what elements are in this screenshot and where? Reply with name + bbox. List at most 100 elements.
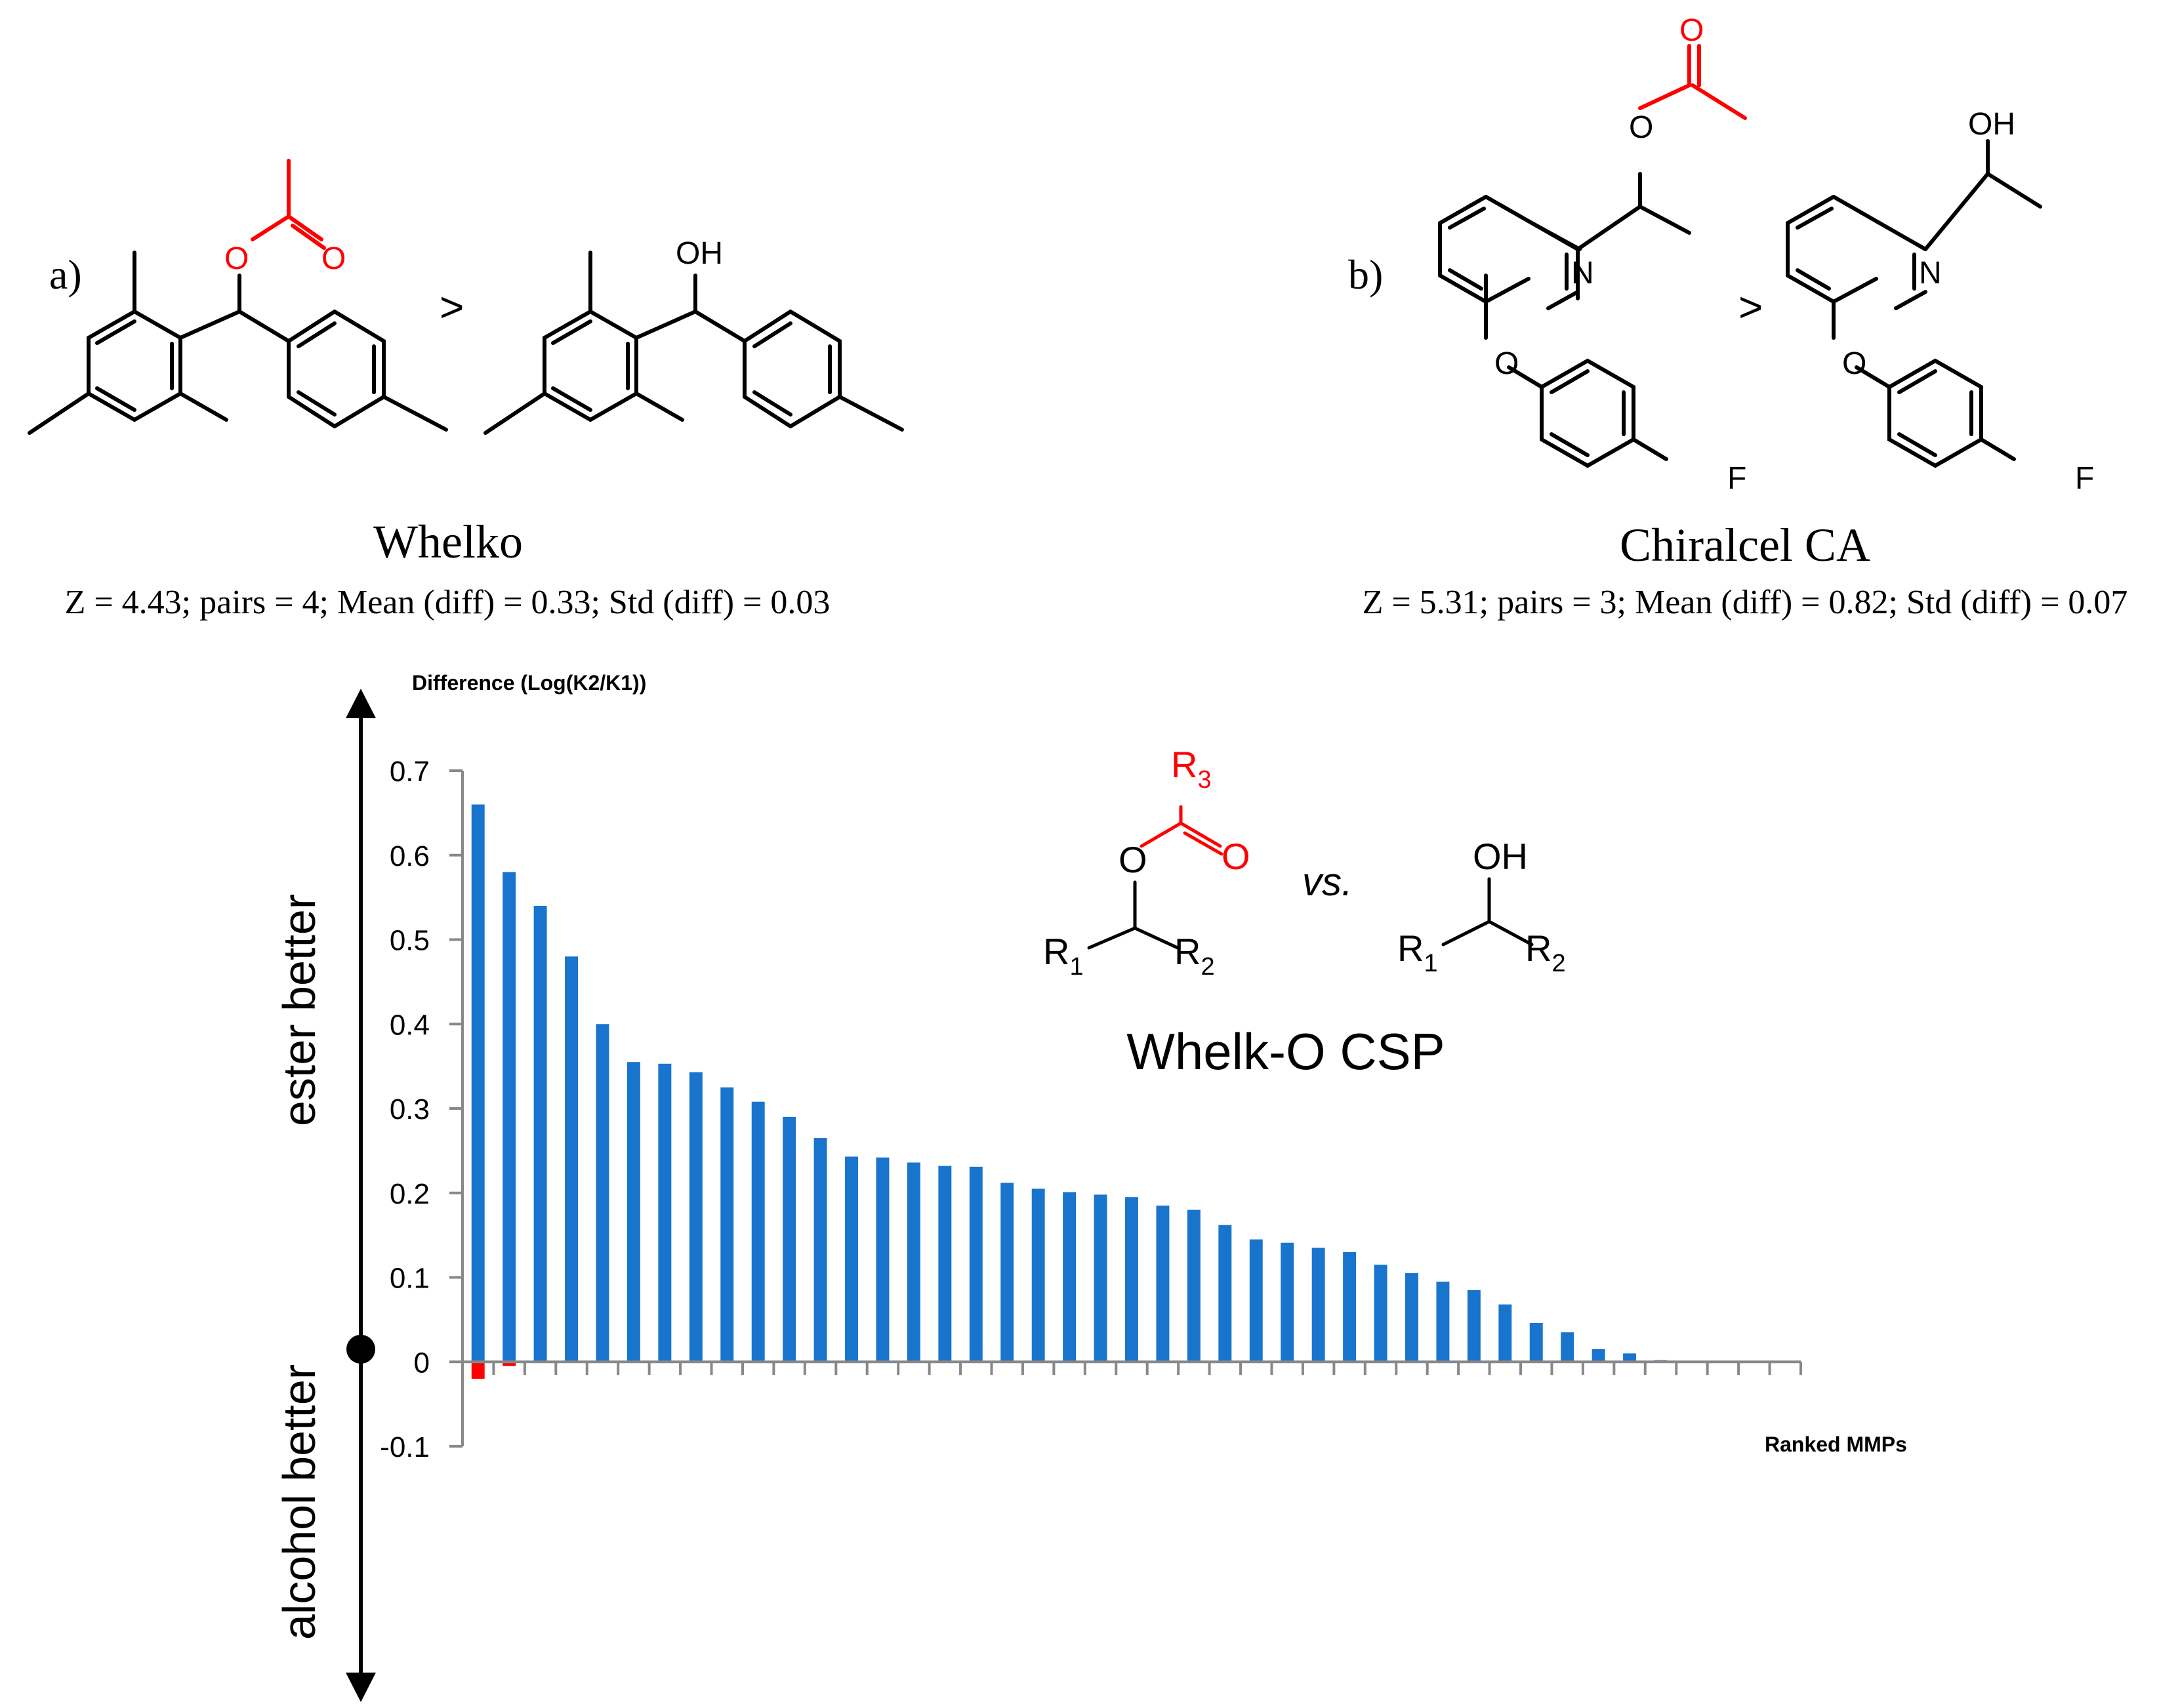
panel-b: b) [1348, 13, 2127, 621]
bar-ester-better [1281, 1242, 1294, 1362]
bar-ester-better [596, 1024, 609, 1362]
bar-ester-better [1436, 1281, 1450, 1362]
y-tick-label: -0.1 [380, 1431, 430, 1463]
bar-ester-better [1187, 1210, 1201, 1362]
zero-marker-dot [346, 1335, 375, 1364]
greater-than-b: > [1738, 283, 1763, 331]
ether-oxygen-b1: O [1494, 346, 1519, 381]
bar-ester-better [471, 804, 485, 1362]
inset-ester-oxygen: O [1119, 839, 1147, 880]
bar-alcohol-better [503, 1362, 516, 1366]
bar-ester-better [1467, 1290, 1481, 1362]
bar-ester-better [813, 1138, 827, 1362]
alcohol-structure-b [1786, 139, 2042, 468]
bar-ester-better [627, 1062, 640, 1362]
up-arrow-icon [346, 689, 376, 718]
inset-carbonyl-oxygen: O [1222, 836, 1250, 877]
bar-ester-better [783, 1116, 796, 1362]
bar-ester-better [1031, 1189, 1045, 1362]
chart-xlabel: Ranked MMPs [1765, 1433, 1907, 1456]
bar-ester-better [658, 1063, 672, 1362]
stationary-phase-b: Chiralcel CA [1620, 519, 1870, 571]
bar-ester-better [907, 1162, 920, 1362]
acetyl-group-b [1638, 44, 1747, 120]
bar-ester-better [1218, 1225, 1232, 1362]
ester-better-label: ester better [274, 894, 325, 1126]
bar-ester-better [969, 1166, 983, 1362]
inset-hydroxyl: OH [1473, 836, 1528, 877]
chart-axes [461, 771, 1802, 1446]
bar-ester-better [1000, 1183, 1014, 1362]
panel-b-label: b) [1348, 251, 1383, 298]
chart-ylabel: Difference (Log(K2/K1)) [412, 671, 646, 695]
carbonyl-oxygen-b: O [1679, 13, 1704, 48]
bar-ester-better [689, 1072, 703, 1362]
bar-ester-better [876, 1157, 890, 1362]
bar-ester-better [1343, 1251, 1357, 1362]
y-tick-label: 0.6 [390, 840, 430, 872]
bars [471, 804, 1668, 1379]
bar-ester-better [503, 872, 516, 1362]
fluorine-b2: F [2075, 461, 2094, 496]
bar-ester-better [533, 906, 547, 1362]
down-arrow-icon [346, 1673, 376, 1702]
inset-r3: R3 [1171, 744, 1212, 794]
pyridine-n-b1: N [1571, 256, 1594, 291]
inset-title: Whelk-O CSP [1126, 1023, 1445, 1080]
alcohol-better-label: alcohol better [274, 1364, 325, 1640]
stats-a: Z = 4.43; pairs = 4; Mean (diff) = 0.33;… [65, 584, 831, 621]
alcohol-inset-structure [1441, 877, 1534, 946]
inset-structures: R3 O O R1 R2 vs. OH R1 R2 Whelk-O CSP [1043, 744, 1566, 1080]
inset-r1-alcohol: R1 [1397, 927, 1438, 977]
bar-ester-better [938, 1166, 952, 1362]
acetyl-group-a [251, 159, 326, 250]
fluorine-b1: F [1727, 461, 1746, 496]
bar-ester-better [1249, 1239, 1263, 1362]
bar-ester-better [1561, 1332, 1574, 1362]
bar-ester-better [1623, 1353, 1637, 1362]
bar-ester-better [1529, 1323, 1543, 1362]
ester-structure-a [28, 251, 448, 435]
ester-oxygen-a: O [224, 241, 249, 276]
ester-structure-b [1438, 172, 1691, 468]
y-tick-label: 0.2 [390, 1178, 430, 1210]
inset-vs: vs. [1302, 860, 1353, 904]
bar-ester-better [1374, 1265, 1387, 1362]
ester-inset-structure [1087, 805, 1223, 950]
bar-ester-better [1156, 1206, 1170, 1362]
bar-alcohol-better [471, 1362, 485, 1379]
y-tick-label: 0.1 [390, 1263, 430, 1295]
y-tick-label: 0.4 [390, 1009, 430, 1041]
panel-a-label: a) [49, 251, 82, 298]
greater-than-a: > [440, 283, 464, 331]
y-tick-label: 0.5 [390, 925, 430, 957]
y-tick-label: 0.3 [390, 1093, 430, 1126]
bar-ester-better [565, 956, 579, 1362]
ether-oxygen-b2: O [1842, 346, 1866, 381]
hydroxyl-label-a: OH [676, 236, 723, 271]
bar-ester-better [751, 1101, 765, 1362]
y-tick-label: 0.7 [390, 756, 430, 788]
inset-r2-alcohol: R2 [1525, 927, 1566, 977]
bar-ester-better [845, 1156, 858, 1362]
carbonyl-oxygen-a: O [321, 241, 346, 276]
bar-ester-better [1063, 1192, 1077, 1362]
y-ticks: 0.7 0.6 0.5 0.4 0.3 0.2 0.1 0 -0.1 [380, 756, 462, 1463]
bar-ester-better [1405, 1273, 1418, 1362]
alcohol-structure-a [483, 251, 904, 435]
bar-ester-better [720, 1087, 734, 1362]
inset-r1-ester: R1 [1043, 931, 1084, 981]
ester-oxygen-b: O [1629, 110, 1653, 145]
bar-ester-better [1592, 1349, 1605, 1362]
stationary-phase-a: Whelko [373, 516, 523, 568]
panel-a: a) O O > [28, 159, 904, 621]
inset-r2-ester: R2 [1174, 931, 1215, 981]
pyridine-n-b2: N [1919, 256, 1942, 291]
hydroxyl-label-b: OH [1968, 107, 2015, 142]
bar-ester-better [1311, 1248, 1325, 1362]
bar-ester-better [1094, 1194, 1107, 1362]
bar-chart: Difference (Log(K2/K1)) Ranked MMPs 0.7 0… [380, 671, 1907, 1463]
bar-ester-better [1125, 1197, 1138, 1362]
side-axis: ester better alcohol better [274, 689, 376, 1702]
